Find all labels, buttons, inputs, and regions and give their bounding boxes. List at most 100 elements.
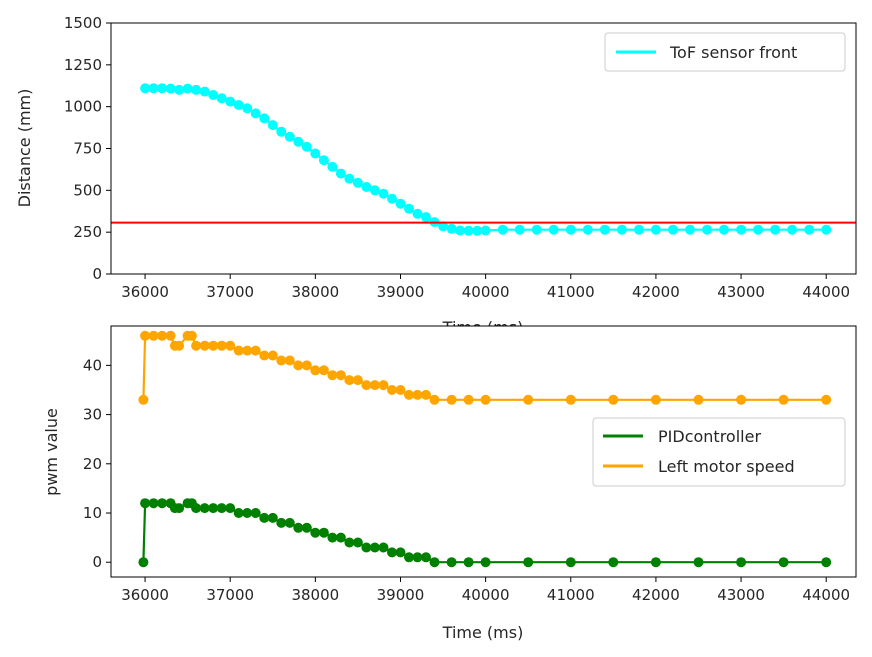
pwm-data-point: [693, 394, 704, 405]
distance-y-tick-label: 0: [92, 265, 102, 283]
distance-data-point: [199, 86, 210, 97]
distance-x-tick-label: 39000: [377, 283, 425, 301]
distance-y-tick-label: 750: [73, 140, 102, 158]
pwm-data-point: [404, 552, 414, 563]
pwm-data-point: [174, 340, 185, 351]
distance-data-point: [140, 83, 151, 94]
pwm-data-point: [199, 340, 210, 351]
pwm-data-point: [421, 552, 431, 563]
pwm-data-point: [259, 512, 270, 523]
distance-data-point: [412, 208, 423, 219]
pwm-data-point: [242, 345, 253, 356]
pwm-y-ticks: 0 10 20 30 40: [83, 356, 111, 571]
distance-data-point: [259, 113, 270, 124]
distance-data-point: [165, 83, 176, 94]
pwm-data-point: [463, 557, 474, 568]
pwm-data-point: [352, 537, 363, 548]
distance-data-point: [514, 224, 525, 235]
distance-data-point: [344, 173, 355, 184]
pwm-data-point: [693, 557, 704, 568]
distance-x-tick-label: 42000: [632, 283, 680, 301]
pwm-data-point: [463, 394, 474, 405]
distance-data-point: [387, 193, 397, 204]
pwm-data-point: [429, 394, 440, 405]
distance-legend-box: [604, 32, 846, 72]
distance-data-point: [463, 225, 474, 236]
distance-data-point: [548, 224, 559, 235]
pwm-data-point: [267, 512, 278, 523]
pwm-x-tick-label: 37000: [206, 586, 254, 604]
pwm-y-tick-label: 0: [92, 553, 102, 571]
distance-data-point: [565, 224, 576, 235]
distance-y-axis-label: Distance (mm): [15, 89, 34, 208]
distance-data-point: [480, 225, 491, 236]
pwm-y-axis-label: pwm value: [42, 408, 61, 496]
distance-y-tick-label: 1000: [64, 98, 102, 116]
pwm-data-point: [242, 508, 253, 518]
pwm-x-tick-label: 36000: [121, 586, 169, 604]
pwm-legend: PIDcontroller Left motor speed: [592, 417, 846, 487]
distance-x-tick-label: 36000: [121, 283, 169, 301]
pwm-x-tick-label: 42000: [632, 586, 680, 604]
distance-x-tick-label: 44000: [802, 283, 850, 301]
pwm-data-point: [301, 522, 312, 533]
pwm-x-axis-label: Time (ms): [442, 623, 524, 642]
distance-data-point: [361, 182, 372, 192]
distance-data-point: [301, 141, 312, 152]
legend-label-motor: Left motor speed: [658, 457, 795, 476]
distance-data-point: [702, 224, 712, 235]
pwm-data-point: [301, 360, 312, 371]
pwm-data-point: [233, 508, 244, 518]
pwm-data-point: [736, 557, 747, 568]
pwm-data-point: [225, 503, 236, 514]
pwm-data-point: [387, 547, 397, 558]
pwm-data-point: [165, 330, 176, 341]
distance-data-point: [395, 198, 406, 209]
pwm-data-point: [446, 394, 457, 405]
pwm-data-point: [191, 340, 202, 351]
pwm-data-point: [276, 517, 287, 528]
pwm-plot-area: [138, 330, 832, 568]
pwm-data-point: [267, 350, 278, 361]
distance-data-point: [633, 224, 644, 235]
pwm-data-point: [225, 340, 236, 351]
pwm-data-point: [650, 394, 661, 405]
distance-x-ticks: 36000 37000 38000 39000 40000 41000 42000 43000…: [121, 274, 850, 301]
distance-y-tick-label: 250: [73, 223, 102, 241]
distance-data-point: [327, 161, 338, 172]
pwm-data-point: [361, 542, 372, 553]
distance-data-point: [421, 212, 431, 223]
distance-data-point: [531, 224, 542, 235]
distance-data-point: [787, 224, 798, 235]
pwm-data-point: [523, 394, 534, 405]
pwm-axes-frame: [110, 325, 857, 578]
pwm-data-point: [310, 365, 321, 376]
pwm-data-point: [404, 389, 414, 400]
pwm-data-point: [523, 557, 534, 568]
distance-data-point: [267, 120, 278, 131]
pwm-data-point: [352, 375, 363, 386]
pwm-data-point: [318, 527, 329, 538]
pwm-data-point: [318, 365, 329, 376]
pwm-y-tick-label: 40: [83, 356, 102, 374]
pwm-data-point: [344, 375, 355, 386]
pwm-data-point: [293, 522, 304, 533]
distance-data-point: [310, 148, 321, 159]
pwm-data-point: [565, 394, 576, 405]
pwm-data-point: [157, 498, 168, 509]
distance-data-point: [293, 136, 304, 147]
pwm-data-point: [284, 517, 295, 528]
distance-data-point: [446, 223, 457, 234]
pwm-data-point: [369, 380, 380, 391]
pwm-data-point: [293, 360, 304, 371]
distance-data-point: [736, 224, 747, 235]
distance-data-point: [804, 224, 815, 235]
pwm-data-point: [284, 355, 295, 366]
pwm-data-point: [250, 345, 261, 356]
pwm-data-point: [174, 503, 185, 514]
distance-x-tick-label: 37000: [206, 283, 254, 301]
pwm-data-point: [335, 370, 346, 381]
distance-data-point: [650, 224, 661, 235]
distance-data-point: [182, 83, 193, 94]
